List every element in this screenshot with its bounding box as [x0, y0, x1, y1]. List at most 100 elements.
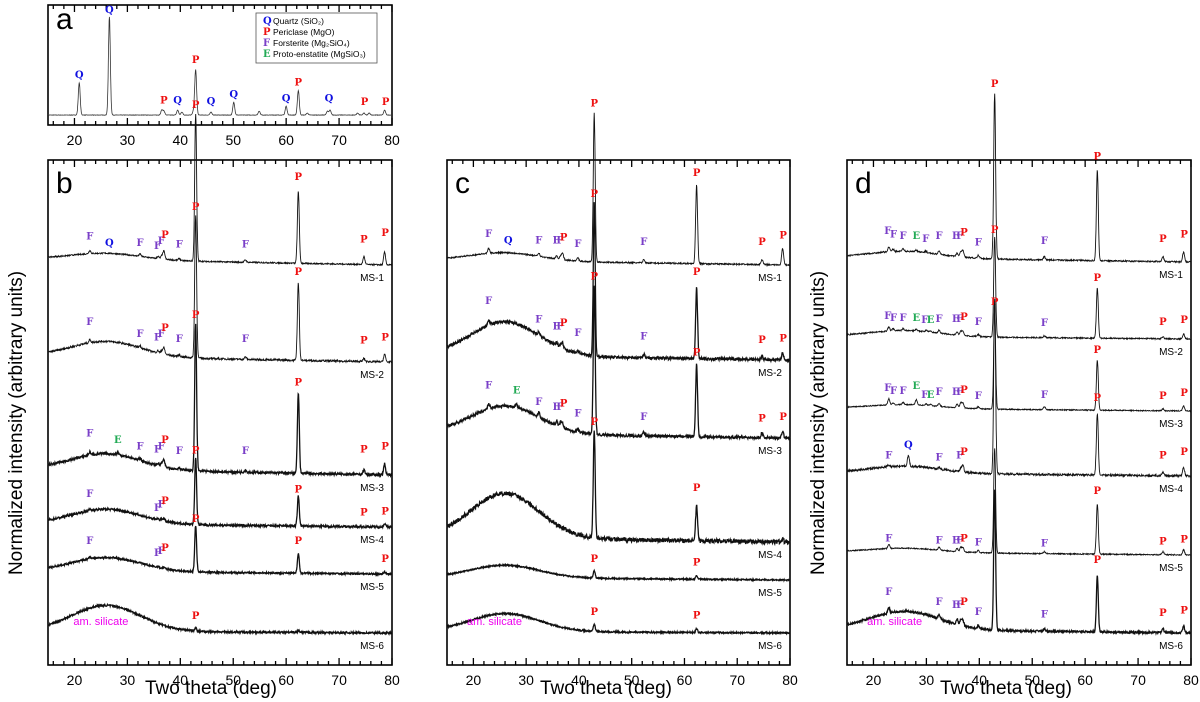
- y-axis-title-b: Normalized intensity (arbitrary units): [6, 271, 27, 575]
- peak-marker-F: F: [890, 229, 897, 240]
- legend-box: [255, 12, 378, 64]
- peak-marker-F: F: [956, 314, 963, 325]
- xrd-trace-MS-1: [846, 93, 1192, 264]
- peak-marker-F: F: [86, 231, 93, 242]
- panel-letter: c: [455, 167, 470, 200]
- peak-marker-F: F: [553, 236, 560, 247]
- x-tick-label: 60: [677, 672, 693, 688]
- peak-marker-F: F: [936, 314, 943, 325]
- peak-marker-P: P: [960, 447, 968, 458]
- peak-marker-E: E: [913, 313, 921, 324]
- x-tick-label: 20: [466, 672, 482, 688]
- peak-marker-F: F: [535, 397, 542, 408]
- peak-marker-P: P: [295, 78, 303, 89]
- peak-marker-F: F: [553, 402, 560, 413]
- peak-marker-P: P: [960, 533, 968, 544]
- peak-marker-P: P: [360, 335, 368, 346]
- peak-marker-F: F: [640, 412, 647, 423]
- peak-marker-P: P: [381, 554, 389, 565]
- peak-marker-F: F: [158, 441, 165, 452]
- peak-marker-P: P: [758, 414, 766, 425]
- peak-marker-P: P: [381, 441, 389, 452]
- peak-marker-F: F: [922, 234, 929, 245]
- xrd-trace-MS-3: [47, 323, 393, 479]
- peak-marker-F: F: [158, 546, 165, 557]
- sample-label-MS-3: MS-3: [360, 483, 384, 494]
- peak-marker-F: F: [885, 533, 892, 544]
- legend-symbol-P: P: [263, 27, 271, 38]
- x-tick-label: 20: [67, 672, 83, 688]
- peak-marker-Q: Q: [904, 440, 913, 451]
- peak-marker-F: F: [936, 452, 943, 463]
- peak-marker-F: F: [137, 238, 144, 249]
- peak-marker-P: P: [590, 607, 598, 618]
- sample-label-MS-6: MS-6: [1159, 641, 1183, 652]
- peak-marker-P: P: [758, 335, 766, 346]
- peak-marker-P: P: [161, 543, 169, 554]
- x-tick-label: 40: [972, 672, 988, 688]
- peak-marker-F: F: [137, 329, 144, 340]
- peak-marker-P: P: [960, 385, 968, 396]
- peak-marker-P: P: [1159, 537, 1167, 548]
- peak-marker-E: E: [913, 231, 921, 242]
- xrd-trace-MS-1: [446, 112, 791, 267]
- x-tick-label: 60: [278, 672, 294, 688]
- peak-marker-P: P: [192, 445, 200, 456]
- peak-marker-P: P: [960, 312, 968, 323]
- peak-marker-Q: Q: [105, 238, 114, 249]
- peak-marker-F: F: [975, 238, 982, 249]
- sample-label-MS-5: MS-5: [1159, 563, 1183, 574]
- am-silicate-annotation: am. silicate: [467, 616, 522, 628]
- sample-label-MS-4: MS-4: [1159, 484, 1183, 495]
- peak-marker-P: P: [991, 225, 999, 236]
- legend-symbol-F: F: [263, 38, 270, 49]
- peak-marker-F: F: [86, 317, 93, 328]
- x-tick-label: 50: [1024, 672, 1040, 688]
- x-tick-label: 70: [331, 672, 347, 688]
- peak-marker-F: F: [176, 446, 183, 457]
- peak-marker-F: F: [952, 600, 959, 611]
- peak-marker-P: P: [693, 483, 701, 494]
- plot-frame: [47, 159, 393, 666]
- peak-marker-F: F: [1041, 610, 1048, 621]
- peak-marker-F: F: [952, 535, 959, 546]
- peak-marker-E: E: [114, 435, 122, 446]
- peak-marker-F: F: [556, 402, 563, 413]
- peak-marker-F: F: [485, 229, 492, 240]
- peak-marker-F: F: [154, 241, 161, 252]
- legend: Q Quartz (SiO₂)P Periclase (MgO)F Forsterit…: [255, 12, 378, 64]
- peak-marker-F: F: [640, 332, 647, 343]
- peak-marker-F: F: [936, 231, 943, 242]
- peak-marker-P: P: [758, 237, 766, 248]
- peak-marker-P: P: [295, 485, 303, 496]
- panel-letter: d: [855, 167, 872, 200]
- peak-marker-F: F: [956, 451, 963, 462]
- peak-marker-F: F: [158, 499, 165, 510]
- peak-marker-P: P: [192, 310, 200, 321]
- x-tick-label: 40: [571, 672, 587, 688]
- x-tick-label: 70: [1130, 672, 1146, 688]
- peak-marker-Q: Q: [75, 70, 84, 81]
- peak-marker-P: P: [360, 445, 368, 456]
- x-tick-label: 30: [120, 672, 136, 688]
- peak-marker-F: F: [884, 383, 891, 394]
- peak-marker-P: P: [960, 228, 968, 239]
- peak-marker-F: F: [154, 332, 161, 343]
- x-tick-label: 70: [729, 672, 745, 688]
- peak-marker-P: P: [779, 412, 787, 423]
- peak-marker-F: F: [921, 315, 928, 326]
- peak-marker-F: F: [556, 321, 563, 332]
- peak-marker-E: E: [927, 315, 935, 326]
- peak-marker-F: F: [154, 445, 161, 456]
- peak-marker-F: F: [956, 600, 963, 611]
- peak-marker-P: P: [361, 97, 369, 108]
- xrd-trace-MS-2: [446, 202, 791, 364]
- peak-marker-F: F: [574, 239, 581, 250]
- legend-entry: Quartz (SiO₂): [273, 16, 324, 26]
- panel-letter: b: [56, 167, 73, 200]
- peak-marker-F: F: [1041, 236, 1048, 247]
- sample-label-MS-1: MS-1: [758, 273, 782, 284]
- peak-marker-P: P: [1159, 608, 1167, 619]
